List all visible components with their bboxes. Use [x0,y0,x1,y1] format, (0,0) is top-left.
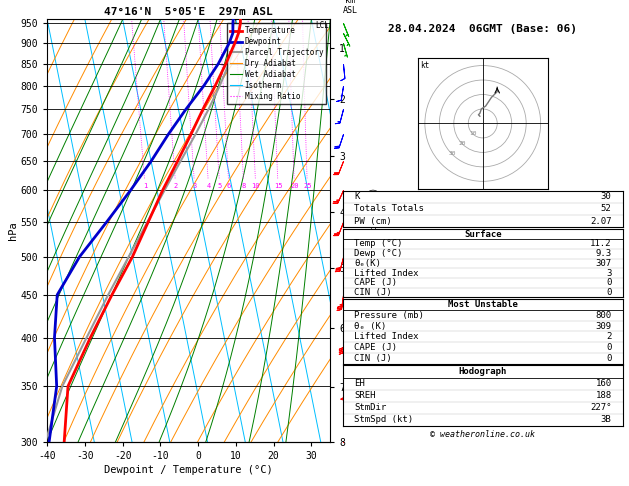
Text: Most Unstable: Most Unstable [448,300,518,309]
Text: 0: 0 [606,343,611,352]
Text: StmSpd (kt): StmSpd (kt) [354,415,413,424]
Text: 2: 2 [606,332,611,341]
Text: © weatheronline.co.uk: © weatheronline.co.uk [430,431,535,439]
Text: CAPE (J): CAPE (J) [354,278,397,287]
X-axis label: Dewpoint / Temperature (°C): Dewpoint / Temperature (°C) [104,466,273,475]
Text: 4: 4 [206,183,211,189]
Legend: Temperature, Dewpoint, Parcel Trajectory, Dry Adiabat, Wet Adiabat, Isotherm, Mi: Temperature, Dewpoint, Parcel Trajectory… [227,23,326,104]
Text: 28.04.2024  06GMT (Base: 06): 28.04.2024 06GMT (Base: 06) [388,24,577,34]
Text: θₑ (K): θₑ (K) [354,322,386,330]
Text: Temp (°C): Temp (°C) [354,240,403,248]
Text: 25: 25 [303,183,311,189]
Text: 0: 0 [606,288,611,297]
Text: 10: 10 [469,131,476,136]
Text: 227°: 227° [590,403,611,412]
Text: 15: 15 [274,183,282,189]
Text: CIN (J): CIN (J) [354,354,392,363]
Text: 309: 309 [596,322,611,330]
Text: θₑ(K): θₑ(K) [354,259,381,268]
Text: 160: 160 [596,379,611,388]
Text: 52: 52 [601,205,611,213]
Text: Totals Totals: Totals Totals [354,205,424,213]
Text: 6: 6 [227,183,231,189]
Text: Pressure (mb): Pressure (mb) [354,311,424,320]
Text: 800: 800 [596,311,611,320]
Text: 8: 8 [242,183,246,189]
Text: 3: 3 [606,269,611,278]
Text: SREH: SREH [354,391,376,400]
Text: StmDir: StmDir [354,403,386,412]
Text: km
ASL: km ASL [343,0,357,15]
Text: 307: 307 [596,259,611,268]
Text: PW (cm): PW (cm) [354,217,392,226]
Title: 47°16'N  5°05'E  297m ASL: 47°16'N 5°05'E 297m ASL [104,7,273,17]
Text: Dewp (°C): Dewp (°C) [354,249,403,258]
Text: 1: 1 [143,183,147,189]
Text: 2: 2 [174,183,178,189]
Text: Surface: Surface [464,230,501,239]
Text: 20: 20 [290,183,299,189]
Text: 30: 30 [601,192,611,201]
Text: K: K [354,192,359,201]
Text: 0: 0 [606,354,611,363]
Text: 9.3: 9.3 [596,249,611,258]
Text: Mixing Ratio (g/kg): Mixing Ratio (g/kg) [370,187,379,275]
Text: Lifted Index: Lifted Index [354,332,418,341]
Text: CIN (J): CIN (J) [354,288,392,297]
Text: 30: 30 [448,151,456,156]
Text: 5: 5 [218,183,222,189]
Text: 3B: 3B [601,415,611,424]
Text: 188: 188 [596,391,611,400]
Text: 2.07: 2.07 [590,217,611,226]
Text: 3: 3 [192,183,197,189]
Text: 20: 20 [459,141,466,146]
Text: 10: 10 [252,183,260,189]
Text: 11.2: 11.2 [590,240,611,248]
Text: CAPE (J): CAPE (J) [354,343,397,352]
Text: 0: 0 [606,278,611,287]
Text: LCL: LCL [315,21,329,31]
Text: kt: kt [421,61,430,70]
Text: Lifted Index: Lifted Index [354,269,418,278]
Y-axis label: hPa: hPa [8,222,18,240]
Text: EH: EH [354,379,365,388]
Text: Hodograph: Hodograph [459,367,507,376]
